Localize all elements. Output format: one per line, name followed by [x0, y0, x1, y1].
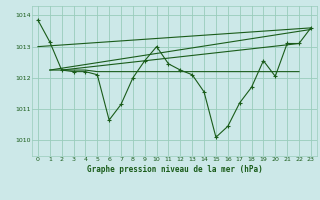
- X-axis label: Graphe pression niveau de la mer (hPa): Graphe pression niveau de la mer (hPa): [86, 165, 262, 174]
